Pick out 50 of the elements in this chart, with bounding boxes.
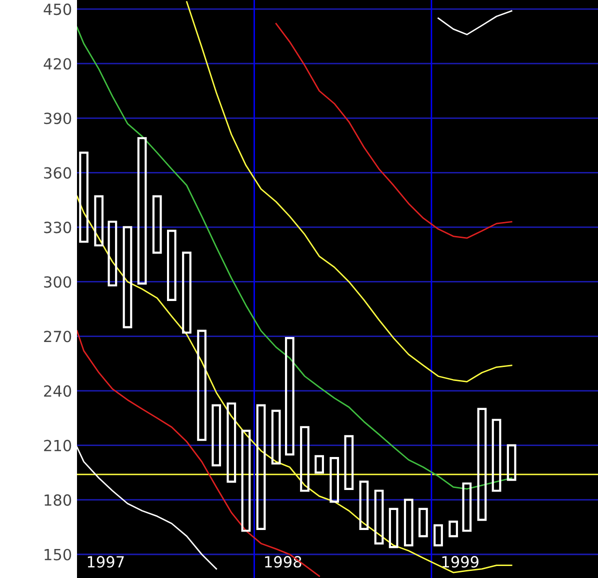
x-tick-label: 1999 [442, 556, 478, 568]
y-tick-label: 390 [44, 112, 72, 124]
candlestick [314, 455, 324, 474]
y-tick-label: 330 [44, 222, 72, 234]
y-tick-label: 270 [44, 330, 72, 342]
candlestick [330, 456, 340, 503]
candlestick [418, 508, 428, 538]
y-tick-label: 150 [44, 548, 72, 560]
candlestick [448, 520, 458, 538]
x-tick-label: 1998 [265, 556, 302, 568]
line-series [275, 22, 512, 239]
candlestick [434, 524, 443, 546]
line-series [77, 330, 320, 577]
candlestick [197, 330, 206, 441]
candlestick [241, 430, 251, 532]
line-series [438, 10, 512, 36]
y-tick-label: 180 [44, 494, 72, 506]
y-tick-label: 210 [44, 440, 72, 452]
candlestick [374, 490, 384, 545]
candlestick [284, 337, 294, 456]
candlestick [152, 195, 162, 254]
candlestick [122, 226, 132, 328]
y-tick-label: 360 [44, 167, 72, 179]
candlestick [137, 137, 147, 285]
candlestick [271, 410, 281, 465]
candlestick [182, 252, 192, 334]
y-tick-label: 450 [44, 4, 72, 16]
candlestick [226, 402, 236, 483]
candlestick [79, 152, 88, 243]
candlestick [94, 195, 104, 246]
candlestick [300, 426, 310, 492]
candlestick [404, 498, 414, 546]
line-series [77, 446, 218, 570]
candlestick [359, 480, 369, 530]
candlestick [108, 220, 118, 286]
line-series [186, 1, 512, 382]
line-series [77, 26, 512, 490]
candlestick [344, 435, 354, 490]
y-tick-label: 420 [44, 58, 72, 70]
candlestick [166, 230, 176, 301]
candlestick [256, 404, 266, 530]
candlestick [477, 408, 487, 521]
candlestick [388, 508, 398, 548]
y-tick-label: 240 [44, 385, 72, 397]
candlestick [462, 482, 472, 532]
x-tick-label: 1997 [88, 556, 124, 568]
candlestick [506, 444, 516, 481]
candlestick [492, 418, 502, 492]
y-tick-label: 300 [44, 276, 72, 288]
candlestick [212, 404, 222, 466]
